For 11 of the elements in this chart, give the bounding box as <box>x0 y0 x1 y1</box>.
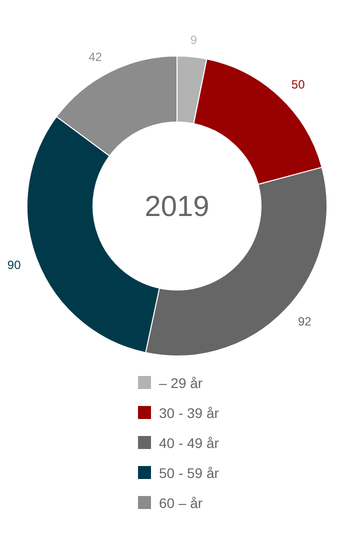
legend-label: 40 - 49 år <box>159 434 220 451</box>
text: 2019 <box>144 191 210 224</box>
data-label: 92 <box>298 314 312 328</box>
legend-label: – 29 år <box>159 374 203 391</box>
data-label: 50 <box>291 78 306 92</box>
data-label: 90 <box>7 258 22 272</box>
legend-label: 50 - 59 år <box>159 464 220 481</box>
legend-label: 30 - 39 år <box>159 404 220 421</box>
data-label: 9 <box>190 33 198 48</box>
data-label: 42 <box>88 50 102 64</box>
legend-label: 60 – år <box>159 494 203 511</box>
